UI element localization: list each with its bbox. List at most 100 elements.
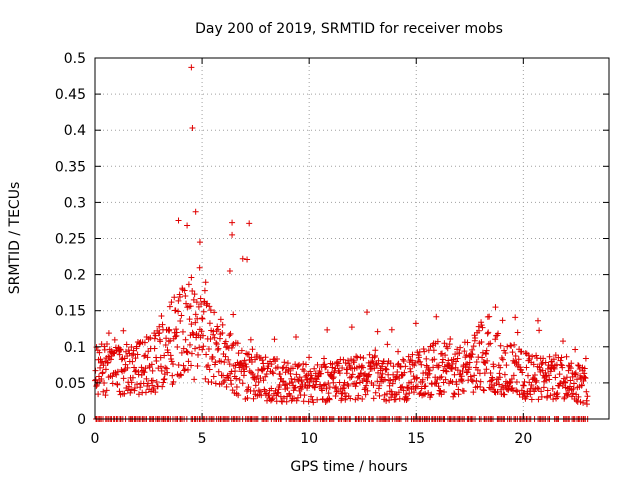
data-point [212, 380, 219, 387]
data-point [221, 359, 228, 366]
data-point [188, 350, 195, 357]
data-point [418, 361, 425, 368]
data-point [387, 377, 394, 384]
data-point [244, 256, 251, 263]
data-point [536, 327, 543, 334]
data-point [439, 350, 446, 357]
data-point [194, 315, 201, 322]
data-point [207, 307, 214, 314]
data-point [200, 343, 207, 350]
data-point [133, 343, 140, 350]
data-point [191, 291, 198, 298]
data-point [194, 362, 201, 369]
data-point [321, 381, 328, 388]
data-point [542, 369, 549, 376]
data-point [335, 360, 342, 367]
data-point [127, 389, 134, 396]
data-point [400, 356, 407, 363]
data-point [101, 346, 108, 353]
data-point [437, 374, 444, 381]
data-point [323, 385, 330, 392]
data-point [200, 308, 207, 315]
data-point [470, 343, 477, 350]
data-point [147, 334, 154, 341]
data-point [250, 387, 257, 394]
data-point [324, 326, 331, 333]
y-tick-label: 0.2 [64, 268, 86, 284]
data-point [322, 364, 329, 371]
data-point [510, 372, 517, 379]
data-point [293, 371, 300, 378]
data-point [540, 384, 547, 391]
data-point [157, 338, 164, 345]
data-point [182, 292, 189, 299]
data-point [144, 354, 151, 361]
data-point [219, 321, 226, 328]
data-point [175, 297, 182, 304]
data-point [512, 352, 519, 359]
data-point [344, 357, 351, 364]
data-point [189, 125, 196, 132]
data-point [572, 346, 579, 353]
data-point [219, 330, 226, 337]
y-tick-label: 0.3 [64, 195, 86, 211]
data-point [532, 379, 539, 386]
data-point [203, 351, 210, 358]
data-point [573, 397, 580, 404]
data-point [205, 345, 212, 352]
data-point [257, 375, 264, 382]
data-point [161, 352, 168, 359]
data-point [226, 332, 233, 339]
data-point [92, 376, 99, 383]
data-point [298, 378, 305, 385]
data-point [206, 320, 213, 327]
data-point [459, 378, 466, 385]
data-point [535, 396, 542, 403]
data-point [525, 352, 532, 359]
data-point [442, 376, 449, 383]
data-point [407, 365, 414, 372]
data-point [205, 362, 212, 369]
data-point [209, 354, 216, 361]
data-point [575, 362, 582, 369]
data-point [550, 356, 557, 363]
data-point [395, 348, 402, 355]
data-point [270, 370, 277, 377]
data-point [259, 366, 266, 373]
data-point [213, 341, 220, 348]
data-point [479, 354, 486, 361]
data-point [179, 328, 186, 335]
data-point [338, 395, 345, 402]
data-point [97, 364, 104, 371]
data-point [357, 354, 364, 361]
data-point [188, 321, 195, 328]
data-point [274, 364, 281, 371]
data-point [563, 353, 570, 360]
data-point [485, 341, 492, 348]
data-point [262, 354, 269, 361]
data-point [103, 340, 110, 347]
data-point [484, 357, 491, 364]
data-point [96, 349, 103, 356]
data-point [560, 375, 567, 382]
data-point [210, 373, 217, 380]
data-point [242, 361, 249, 368]
data-point [581, 365, 588, 372]
data-point [544, 387, 551, 394]
data-point [353, 380, 360, 387]
data-point [481, 370, 488, 377]
data-point [211, 334, 218, 341]
data-point [583, 388, 590, 395]
data-point [352, 383, 359, 390]
data-point [518, 348, 525, 355]
data-point [192, 319, 199, 326]
data-point [366, 351, 373, 358]
data-point [514, 388, 521, 395]
data-point [474, 367, 481, 374]
data-point [134, 381, 141, 388]
data-point [468, 354, 475, 361]
data-point [405, 353, 412, 360]
data-point [370, 395, 377, 402]
data-point [217, 316, 224, 323]
data-point [524, 372, 531, 379]
